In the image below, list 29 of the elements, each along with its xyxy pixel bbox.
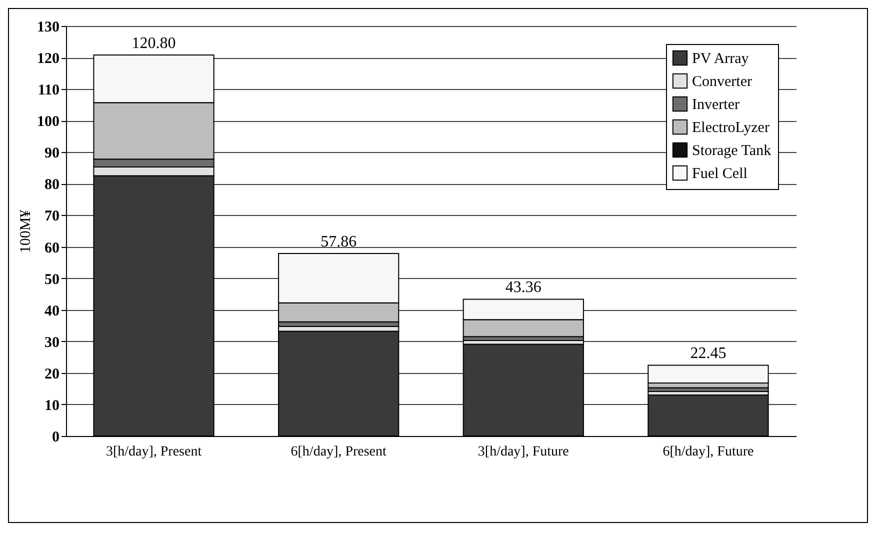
y-tick-label: 100 xyxy=(37,114,60,130)
legend-label: Fuel Cell xyxy=(692,166,748,182)
y-axis-title: 100M¥ xyxy=(18,209,34,254)
y-tick-label: 60 xyxy=(44,240,60,256)
total-label: 120.80 xyxy=(132,35,176,52)
x-tick-label: 6[h/day], Future xyxy=(662,444,754,460)
legend-label: Inverter xyxy=(692,97,740,113)
total-label: 22.45 xyxy=(690,345,726,362)
y-tick-label: 130 xyxy=(37,20,60,36)
y-tick-label: 120 xyxy=(37,51,60,68)
y-tick-label: 30 xyxy=(44,334,60,351)
y-tick-label: 0 xyxy=(52,430,60,446)
y-tick-label: 110 xyxy=(38,82,60,99)
legend-label: Converter xyxy=(692,74,752,90)
y-tick-label: 50 xyxy=(44,272,60,288)
legend-label: PV Array xyxy=(692,51,750,67)
x-tick-label: 3[h/day], Future xyxy=(478,444,569,460)
x-tick-label: 6[h/day], Present xyxy=(290,444,387,460)
total-label: 57.86 xyxy=(320,234,357,251)
x-tick-label: 3[h/day], Present xyxy=(106,444,202,460)
y-tick-label: 40 xyxy=(44,303,60,320)
y-tick-label: 70 xyxy=(44,208,60,225)
legend-label: ElectroLyzer xyxy=(692,120,770,136)
legend-label: Storage Tank xyxy=(692,143,772,159)
total-label: 43.36 xyxy=(505,279,542,296)
y-tick-label: 20 xyxy=(44,366,60,382)
y-tick-label: 80 xyxy=(44,177,60,194)
y-tick-label: 10 xyxy=(44,398,60,414)
y-tick-label: 90 xyxy=(44,146,60,162)
